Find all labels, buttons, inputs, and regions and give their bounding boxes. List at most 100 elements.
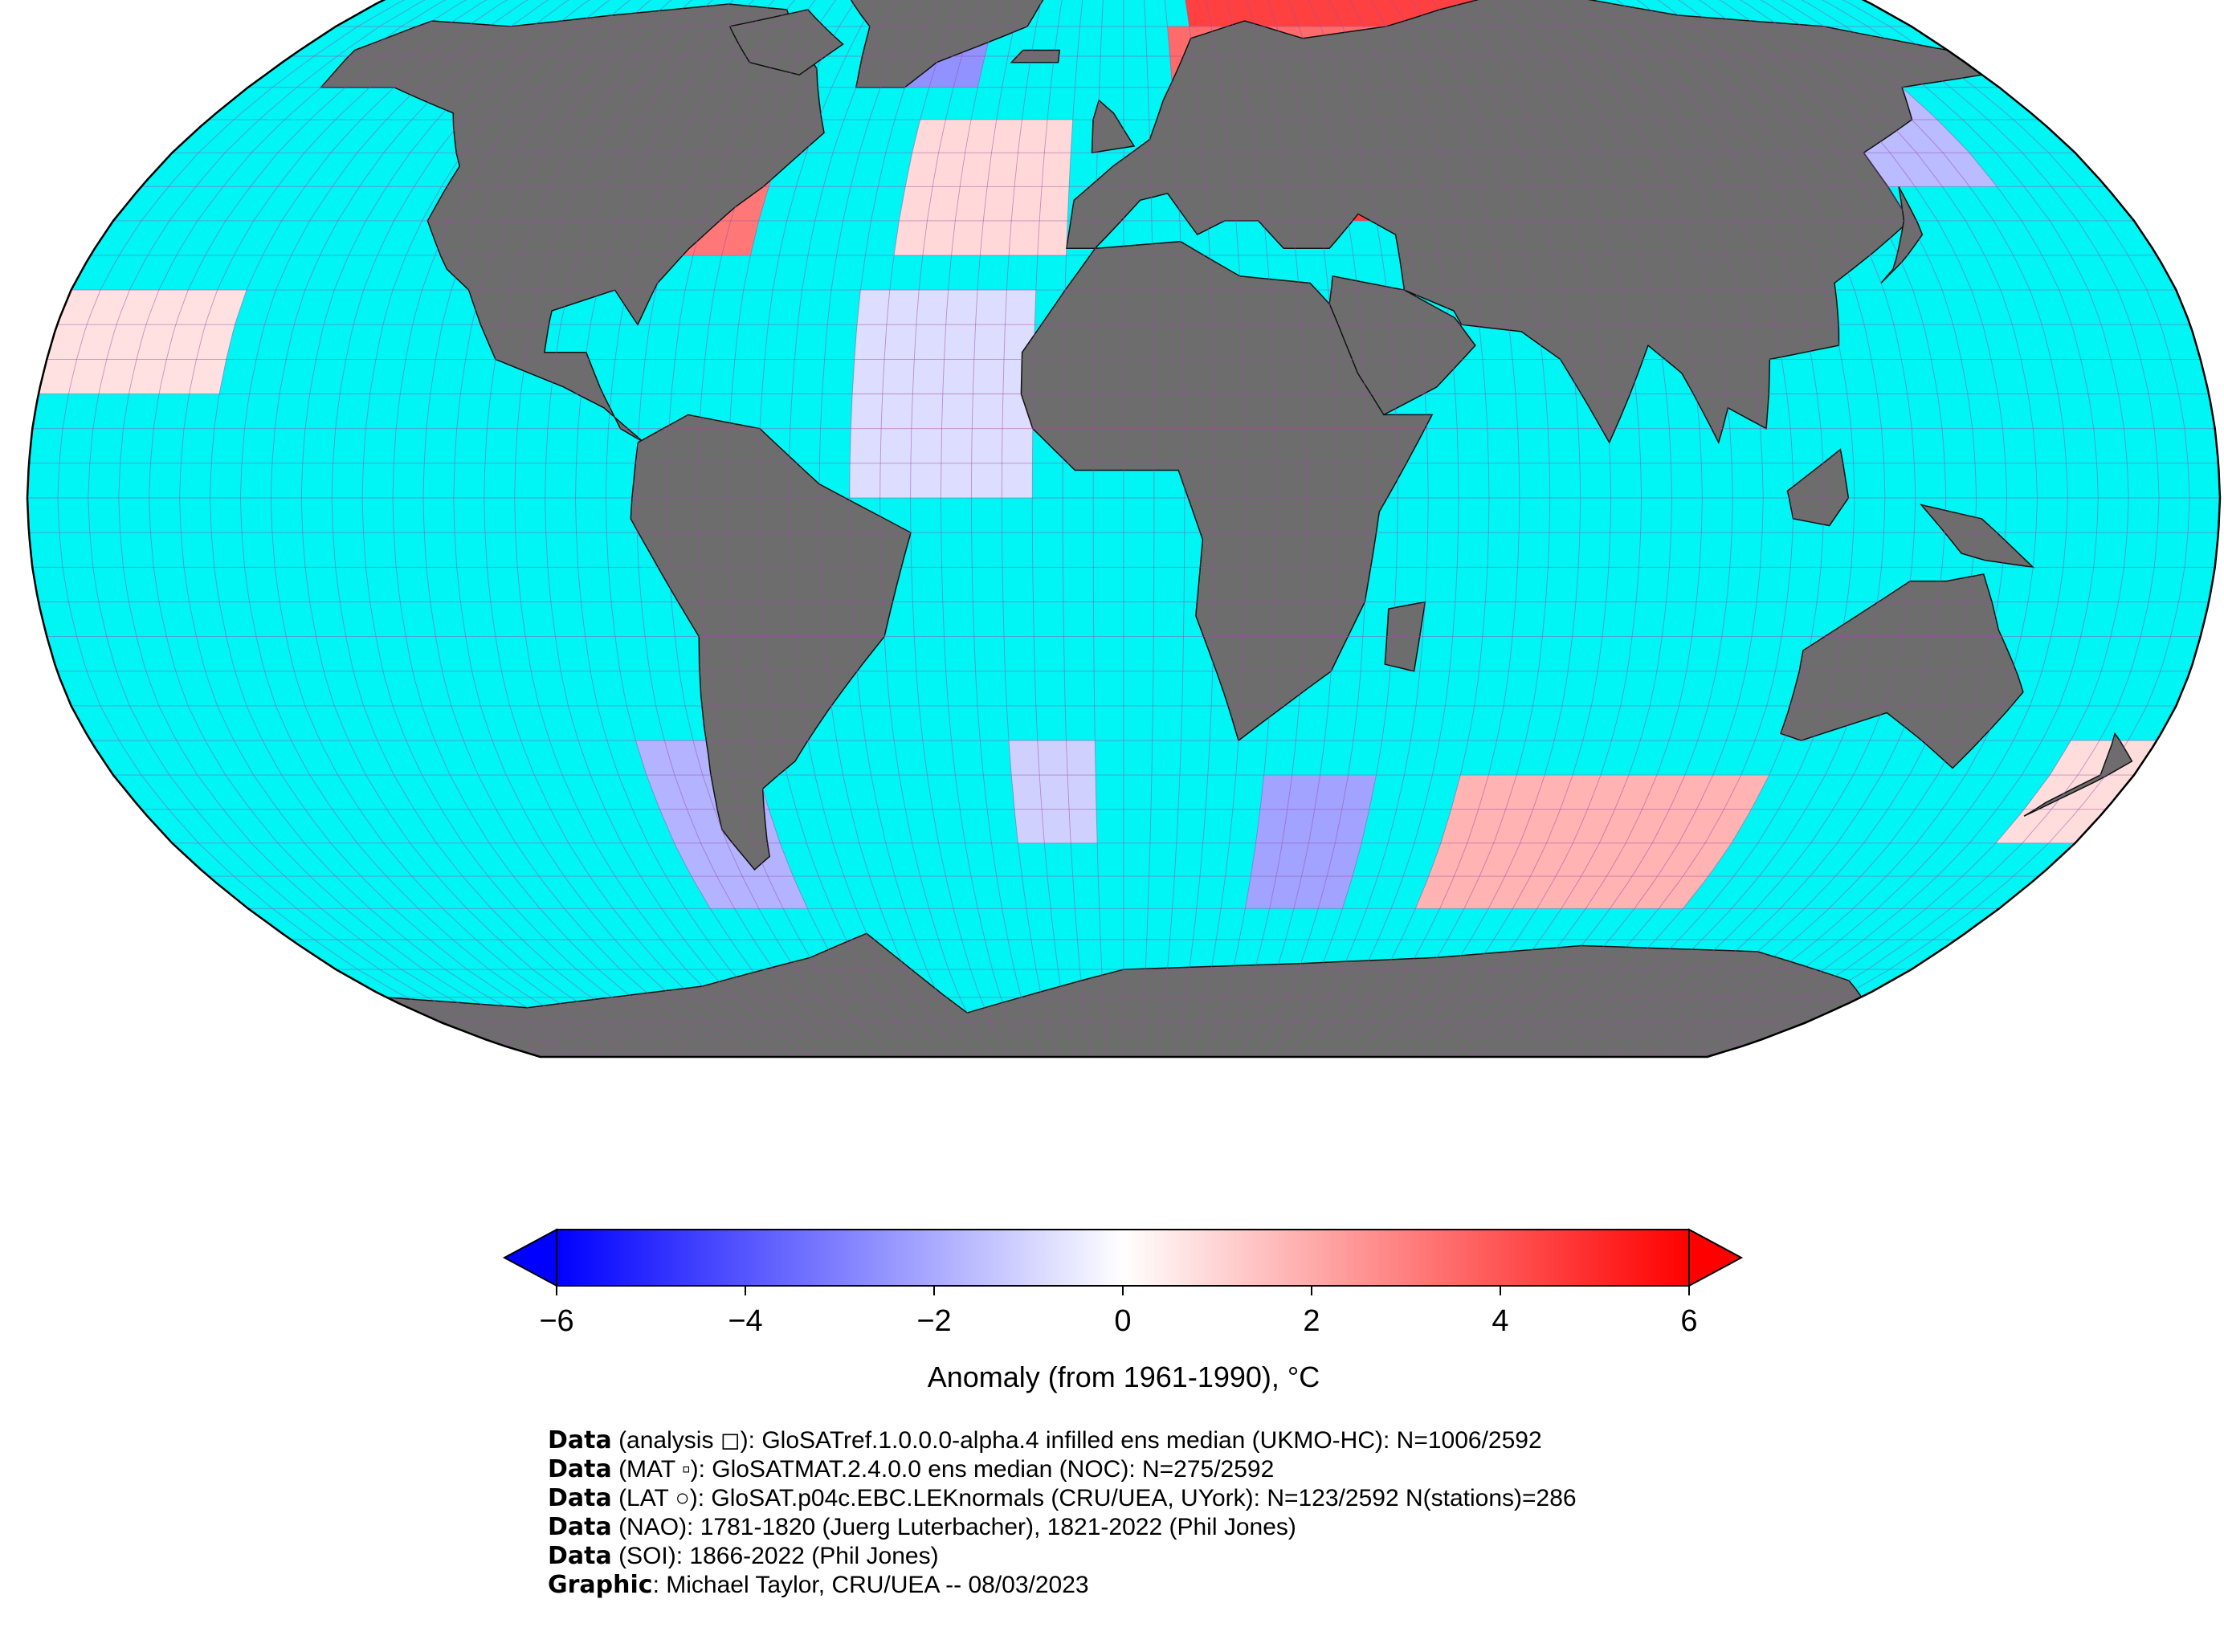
meridian-line <box>1172 0 1216 1057</box>
credit-label: Graphic <box>548 1571 653 1599</box>
meridian-line <box>1092 0 1108 1057</box>
meridian-line <box>453 0 768 1057</box>
meridian-line <box>1220 0 1307 1057</box>
meridian-line <box>1253 0 1368 1057</box>
meridian-line <box>361 0 719 1057</box>
meridian-line <box>210 0 638 1057</box>
meridian-line <box>1626 0 2068 1057</box>
meridian-line <box>1642 0 2099 1057</box>
meridian-line <box>1528 0 1886 1057</box>
anomaly-region-southern-ocean-indian-cold <box>1245 775 1377 909</box>
landmass-new-zealand <box>2023 732 2133 817</box>
meridian-line <box>300 0 687 1057</box>
meridian-line <box>118 0 590 1057</box>
colorbar-extend-high <box>1688 1228 1744 1287</box>
meridian-line <box>1188 0 1247 1057</box>
landmass-new-guinea <box>1920 504 2035 569</box>
meridian-line <box>149 0 606 1057</box>
credit-label: Data <box>548 1542 612 1570</box>
meridian-line <box>484 0 784 1057</box>
meridian-line <box>1658 0 2129 1057</box>
meridian-line <box>1674 0 2160 1057</box>
meridian-line <box>575 0 833 1057</box>
meridian-line <box>1366 0 1581 1057</box>
credit-text: (LAT ○): GloSAT.p04c.EBC.LEKnormals (CRU… <box>611 1485 1577 1511</box>
credit-text: (MAT ▫): GloSATMAT.2.4.0.0 ens median (N… <box>611 1456 1275 1483</box>
meridian-line <box>941 0 1027 1057</box>
map-boundary <box>26 0 2222 1059</box>
meridian-line <box>879 0 994 1057</box>
colorbar-tick-label: 4 <box>1492 1304 1508 1338</box>
landmass-greenland <box>841 0 1055 88</box>
meridian-line <box>57 0 557 1057</box>
meridian-line <box>1545 0 1916 1057</box>
meridian-line <box>1512 0 1855 1057</box>
meridian-line <box>605 0 849 1057</box>
meridian-line <box>635 0 865 1057</box>
meridian-line <box>1577 0 1977 1057</box>
credit-line: Data (analysis ◻): GloSATref.1.0.0.0-alp… <box>548 1426 1577 1455</box>
credit-line: Data (MAT ▫): GloSATMAT.2.4.0.0 ens medi… <box>548 1455 1577 1484</box>
credit-line: Data (SOI): 1866-2022 (Phil Jones) <box>548 1542 1577 1571</box>
credit-label: Data <box>548 1455 612 1483</box>
meridian-line <box>392 0 735 1057</box>
meridian-line <box>970 0 1043 1057</box>
credit-line: Data (NAO): 1781-1820 (Juerg Luterbacher… <box>548 1513 1577 1542</box>
landmass-indonesia-borneo <box>1786 448 1850 527</box>
meridian-line <box>1447 0 1733 1057</box>
colorbar-tick-label: −2 <box>916 1304 951 1338</box>
colorbar-tick-label: −4 <box>728 1304 762 1338</box>
credit-line: Graphic: Michael Taylor, CRU/UEA -- 08/0… <box>548 1571 1577 1600</box>
meridian-line <box>1398 0 1642 1057</box>
meridian-line <box>1317 0 1490 1057</box>
meridian-line <box>1561 0 1947 1057</box>
meridian-line <box>1031 0 1075 1057</box>
meridian-line <box>239 0 654 1057</box>
meridian-line <box>1610 0 2038 1057</box>
meridian-line <box>1062 0 1092 1057</box>
colorbar-tick-label: 2 <box>1303 1304 1320 1338</box>
meridian-line <box>1350 0 1551 1057</box>
meridian-line <box>1001 0 1059 1057</box>
anomaly-region-south-atlantic-cold <box>1009 740 1098 843</box>
credit-text: (NAO): 1781-1820 (Juerg Luterbacher), 18… <box>611 1514 1296 1540</box>
credit-text: (SOI): 1866-2022 (Phil Jones) <box>611 1543 939 1569</box>
meridian-line <box>179 0 622 1057</box>
meridian-line <box>88 0 573 1057</box>
meridian-line <box>1139 0 1155 1057</box>
meridian-line <box>666 0 881 1057</box>
meridian-line <box>788 0 946 1057</box>
meridian-line <box>422 0 752 1057</box>
colorbar-tick-label: −6 <box>539 1304 573 1338</box>
meridian-line <box>818 0 962 1057</box>
meridian-line <box>727 0 913 1057</box>
meridian-line <box>545 0 816 1057</box>
meridian-line <box>757 0 930 1057</box>
meridian-line <box>1463 0 1764 1057</box>
credit-text: : Michael Taylor, CRU/UEA -- 08/03/2023 <box>652 1572 1089 1598</box>
meridian-line <box>849 0 978 1057</box>
colorbar-extend-low <box>502 1228 557 1287</box>
data-credits: Data (analysis ◻): GloSATref.1.0.0.0-alp… <box>548 1426 1577 1600</box>
meridian-line <box>331 0 703 1057</box>
meridian-line <box>1479 0 1794 1057</box>
meridian-line <box>910 0 1011 1057</box>
meridian-line <box>1334 0 1520 1057</box>
meridian-line <box>1269 0 1398 1057</box>
meridian-line <box>1594 0 2008 1057</box>
meridian-line <box>1301 0 1459 1057</box>
meridian-line <box>1155 0 1185 1057</box>
meridian-line <box>514 0 800 1057</box>
meridian-line <box>1285 0 1429 1057</box>
credit-line: Data (LAT ○): GloSAT.p04c.EBC.LEKnormals… <box>548 1484 1577 1513</box>
colorbar-gradient <box>556 1229 1690 1287</box>
colorbar-tick-label: 6 <box>1680 1304 1697 1338</box>
credit-label: Data <box>548 1513 612 1541</box>
anomaly-region-southern-indian-ocean-warm <box>1415 775 1769 909</box>
lat-lon-grid <box>27 0 2220 1057</box>
meridian-line <box>1691 0 2190 1057</box>
credit-label: Data <box>548 1484 612 1512</box>
meridian-line <box>1496 0 1825 1057</box>
